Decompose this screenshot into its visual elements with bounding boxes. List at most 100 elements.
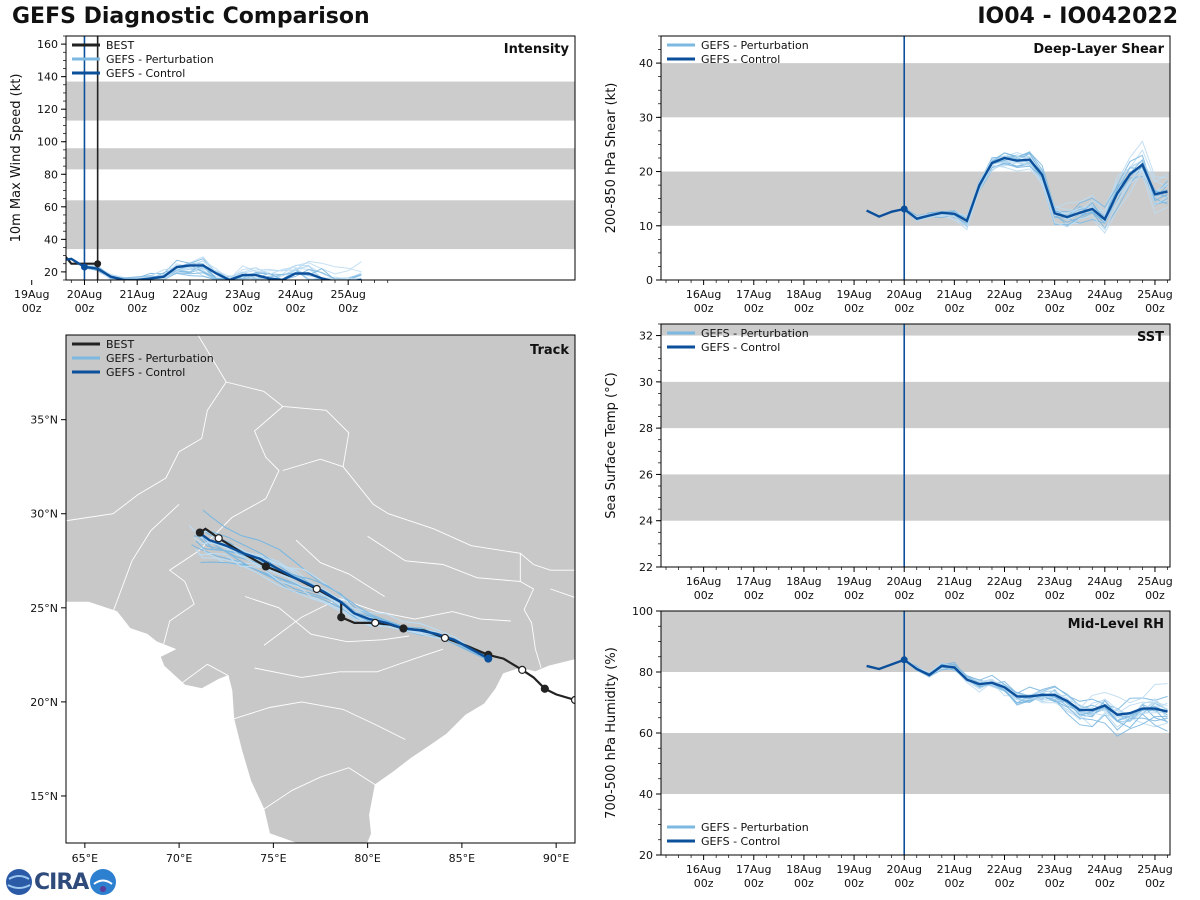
track-best-point bbox=[518, 665, 527, 675]
rh-xtick-label: 24Aug bbox=[1087, 863, 1122, 876]
cira-logo: CIRA bbox=[4, 866, 118, 898]
intensity-xtick-sublabel: 00z bbox=[338, 302, 358, 315]
track-panel-title: Track bbox=[530, 343, 569, 358]
sst-ytick-label: 32 bbox=[639, 330, 653, 343]
intensity-perturbation-line bbox=[84, 262, 362, 280]
shear-xtick-label: 24Aug bbox=[1087, 288, 1122, 301]
shear-xtick-label: 18Aug bbox=[786, 288, 821, 301]
sst-ytick-label: 30 bbox=[639, 376, 653, 389]
track-best-point bbox=[214, 534, 223, 543]
country-border bbox=[112, 503, 180, 612]
sst-xtick-sublabel: 00z bbox=[694, 589, 714, 602]
legend-label-best: BEST bbox=[106, 39, 134, 52]
country-border bbox=[367, 535, 521, 582]
track-best-point bbox=[399, 624, 408, 633]
shear-xtick-sublabel: 00z bbox=[744, 302, 764, 315]
intensity-perturbation-line bbox=[84, 260, 362, 280]
intensity-ytick-label: 100 bbox=[37, 136, 58, 149]
rh-xtick-label: 22Aug bbox=[987, 863, 1022, 876]
intensity-ytick-label: 140 bbox=[37, 71, 58, 84]
track-xtick-label: 80°E bbox=[354, 852, 380, 865]
sst-xtick-sublabel: 00z bbox=[944, 589, 964, 602]
track-frame bbox=[65, 334, 576, 844]
intensity-xtick-label: 25Aug bbox=[330, 288, 365, 301]
track-best-point bbox=[312, 584, 321, 594]
track-best-point bbox=[440, 633, 450, 643]
shear-xtick-sublabel: 00z bbox=[794, 302, 814, 315]
track-ytick-label: 30°N bbox=[30, 508, 58, 521]
sst-xtick-label: 18Aug bbox=[786, 575, 821, 588]
rh-xtick-sublabel: 00z bbox=[894, 877, 914, 890]
track-best-point bbox=[337, 613, 346, 622]
sst-ytick-label: 22 bbox=[639, 561, 653, 574]
intensity-xtick-label: 24Aug bbox=[278, 288, 313, 301]
track-ytick-label: 20°N bbox=[30, 696, 58, 709]
rh-ytick-label: 20 bbox=[639, 849, 653, 862]
shear-ytick-label: 40 bbox=[639, 57, 653, 70]
country-border bbox=[178, 663, 229, 686]
sst-xtick-label: 23Aug bbox=[1037, 575, 1072, 588]
track-best-point bbox=[261, 562, 270, 571]
intensity-ytick-label: 40 bbox=[44, 233, 58, 246]
shear-control-line bbox=[866, 156, 1168, 223]
sst-threshold-band bbox=[661, 474, 1170, 521]
track-control-start-point bbox=[484, 654, 493, 663]
intensity-panel-title: Intensity bbox=[504, 42, 570, 57]
track-ytick-label: 15°N bbox=[30, 790, 58, 803]
sst-xtick-label: 20Aug bbox=[886, 575, 921, 588]
sst-xtick-sublabel: 00z bbox=[1145, 589, 1165, 602]
track-best-point bbox=[540, 684, 549, 693]
intensity-xtick-label: 21Aug bbox=[119, 288, 154, 301]
legend-label-perturbation: GEFS - Perturbation bbox=[701, 39, 809, 52]
shear-ytick-label: 30 bbox=[639, 111, 653, 124]
sst-ylabel: Sea Surface Temp (°C) bbox=[604, 372, 619, 519]
shear-xtick-label: 19Aug bbox=[836, 288, 871, 301]
country-border bbox=[197, 335, 575, 571]
shear-xtick-sublabel: 00z bbox=[694, 302, 714, 315]
sst-plot-area bbox=[661, 324, 1170, 567]
sst-xtick-label: 25Aug bbox=[1137, 575, 1172, 588]
shear-xtick-sublabel: 00z bbox=[1145, 302, 1165, 315]
sst-xtick-sublabel: 00z bbox=[794, 589, 814, 602]
intensity-xtick-sublabel: 00z bbox=[127, 302, 147, 315]
rh-xtick-sublabel: 00z bbox=[794, 877, 814, 890]
sst-panel-title: SST bbox=[1137, 330, 1164, 345]
country-border bbox=[295, 539, 385, 597]
shear-xtick-label: 17Aug bbox=[736, 288, 771, 301]
shear-xtick-sublabel: 00z bbox=[844, 302, 864, 315]
sst-xtick-sublabel: 00z bbox=[995, 589, 1015, 602]
rh-xtick-sublabel: 00z bbox=[1045, 877, 1065, 890]
rh-xtick-sublabel: 00z bbox=[1095, 877, 1115, 890]
shear-ytick-label: 0 bbox=[646, 274, 653, 287]
shear-xtick-sublabel: 00z bbox=[944, 302, 964, 315]
legend-label-control: GEFS - Control bbox=[106, 366, 185, 379]
intensity-xtick-label: 22Aug bbox=[172, 288, 207, 301]
sst-ytick-label: 26 bbox=[639, 468, 653, 481]
country-border bbox=[66, 381, 227, 522]
rh-plot-area bbox=[661, 611, 1170, 855]
country-border bbox=[263, 767, 376, 810]
track-xtick-label: 70°E bbox=[166, 852, 192, 865]
intensity-xtick-label: 23Aug bbox=[225, 288, 260, 301]
shear-xtick-sublabel: 00z bbox=[995, 302, 1015, 315]
intensity-ytick-label: 120 bbox=[37, 103, 58, 116]
legend-label-best: BEST bbox=[106, 338, 134, 351]
intensity-control-point bbox=[80, 263, 88, 271]
shear-threshold-band bbox=[661, 63, 1170, 118]
track-xtick-label: 65°E bbox=[72, 852, 98, 865]
intensity-ytick-label: 80 bbox=[44, 168, 58, 181]
legend-label-control: GEFS - Control bbox=[701, 53, 780, 66]
rh-ytick-label: 100 bbox=[632, 605, 653, 618]
shear-plot-area bbox=[661, 36, 1170, 280]
intensity-xtick-sublabel: 00z bbox=[22, 302, 42, 315]
sst-xtick-sublabel: 00z bbox=[844, 589, 864, 602]
legend-label-perturbation: GEFS - Perturbation bbox=[106, 352, 214, 365]
rh-threshold-band bbox=[661, 611, 1170, 672]
shear-xtick-label: 23Aug bbox=[1037, 288, 1072, 301]
sst-xtick-label: 19Aug bbox=[836, 575, 871, 588]
track-xtick-label: 85°E bbox=[449, 852, 475, 865]
page-title: GEFS Diagnostic Comparison bbox=[12, 4, 370, 29]
track-ytick-label: 35°N bbox=[30, 414, 58, 427]
sst-xtick-sublabel: 00z bbox=[894, 589, 914, 602]
